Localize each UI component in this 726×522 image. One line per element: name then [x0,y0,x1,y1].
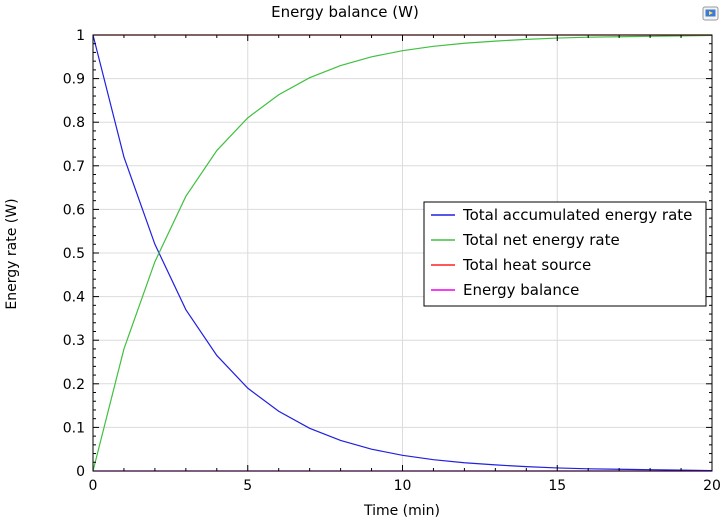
y-tick-label: 1 [76,28,85,44]
y-tick-label: 0.9 [63,72,85,88]
legend-label: Total heat source [462,256,591,274]
display-icon[interactable] [702,6,719,21]
series-line-1 [92,34,713,472]
x-axis-title: Time (min) [363,503,440,519]
y-tick-label: 0.5 [63,246,85,262]
y-tick-label: 0.7 [63,159,85,175]
legend: Total accumulated energy rate Total net e… [423,201,707,307]
x-tick-label: 5 [243,478,252,494]
series-line-2 [92,34,713,472]
y-tick-label: 0.4 [63,290,85,306]
x-tick-label: 0 [89,478,98,494]
x-tick-label: 20 [703,478,721,494]
chart-title: Energy balance (W) [271,3,419,21]
y-tick-label: 0.8 [63,115,85,131]
y-tick-label: 0.1 [63,420,85,436]
legend-box [423,201,707,307]
axis-ticks: 0 5 10 15 20 0 0.1 0.2 0.3 0.4 0.5 0.6 0.7 0.8 0.9 1 [63,28,721,494]
legend-label: Total accumulated energy rate [462,206,692,224]
legend-label: Total net energy rate [462,231,620,249]
y-tick-label: 0 [76,464,85,480]
y-axis-title: Energy rate (W) [4,198,20,309]
legend-label: Energy balance [463,281,579,299]
y-tick-label: 0.6 [63,202,85,218]
y-tick-label: 0.2 [63,377,85,393]
y-tick-label: 0.3 [63,333,85,349]
x-tick-label: 15 [548,478,566,494]
x-tick-label: 10 [394,478,412,494]
